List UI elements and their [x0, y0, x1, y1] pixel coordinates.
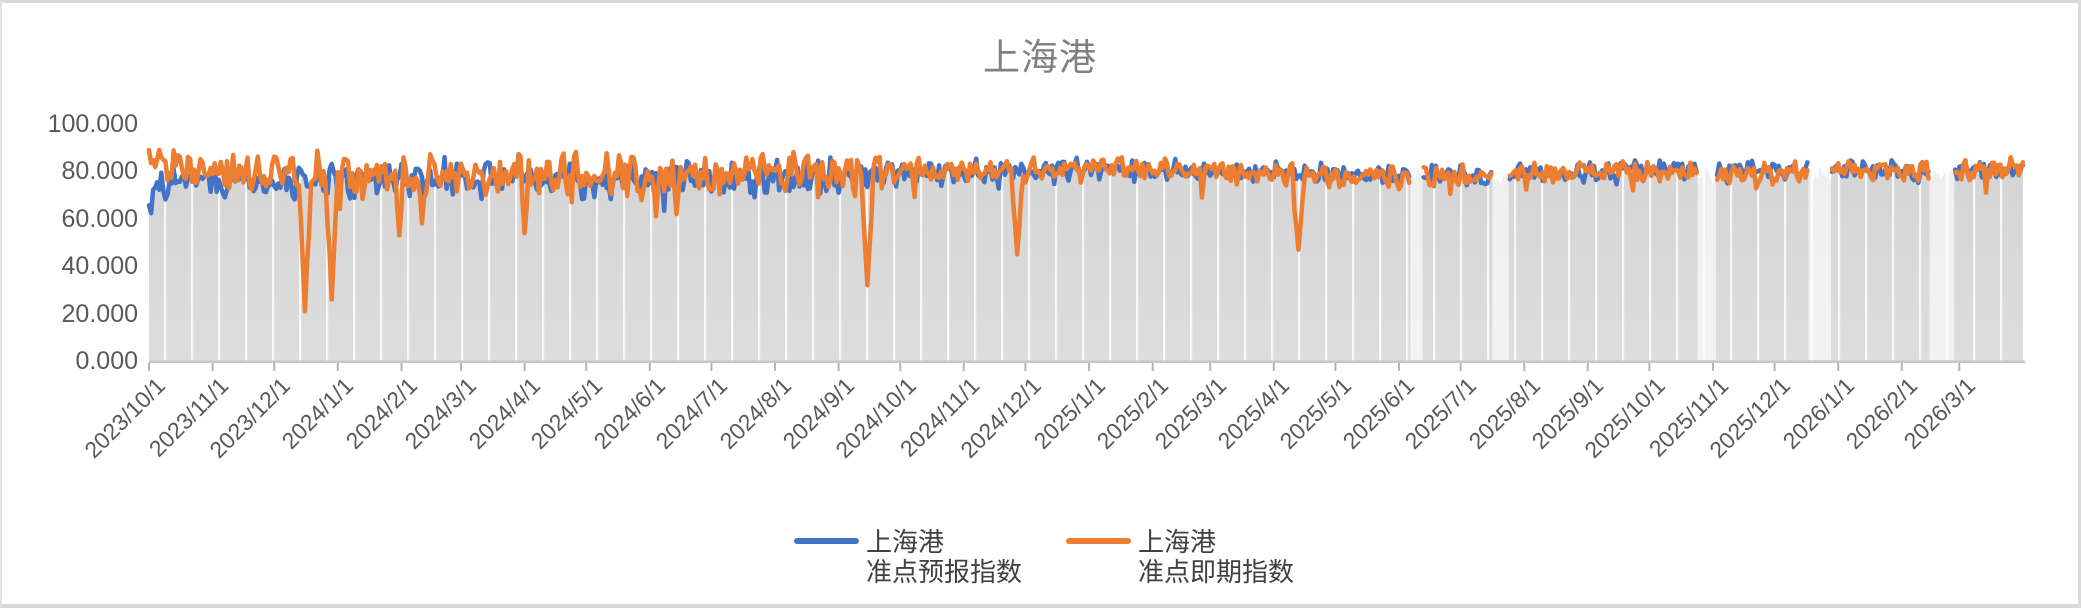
area-gridline-stripes [149, 161, 2023, 361]
no-data-gap-band [1929, 109, 1955, 360]
y-axis-tick-label: 20.000 [61, 299, 138, 328]
no-data-gap-band [1492, 109, 1509, 360]
series-line-spot [1829, 158, 1931, 183]
no-data-gap-band [1808, 109, 1831, 360]
y-axis-tick-label: 60.000 [61, 204, 138, 233]
series-line-spot [1714, 159, 1810, 191]
series-line-forecast [1714, 158, 1810, 186]
legend-label-line2: 准点即期指数 [1138, 557, 1295, 587]
no-data-gap-band [1410, 109, 1423, 360]
no-data-gap-band [1697, 109, 1716, 360]
y-axis-tick-label: 0.000 [75, 347, 138, 375]
area-fill [149, 161, 2023, 361]
series-line-spot [1952, 154, 2026, 196]
series-line-forecast [146, 154, 1412, 216]
legend-item-spot-index: 上海港 准点即期指数 [1066, 527, 1294, 587]
series-line-spot [1507, 159, 1699, 193]
series-line-forecast [1952, 160, 2026, 182]
y-axis-tick-label: 40.000 [61, 252, 138, 281]
series-line-forecast [1507, 158, 1699, 187]
legend-label-line1: 上海港 [1138, 527, 1217, 557]
legend-item-forecast-index: 上海港 准点预报指数 [794, 527, 1022, 587]
series-line-forecast [1829, 158, 1931, 186]
y-axis-tick-label: 100.000 [47, 110, 138, 138]
series-line-spot [1421, 162, 1494, 197]
chart-title: 上海港 [983, 37, 1097, 78]
legend-label-line2: 准点预报指数 [866, 557, 1023, 587]
legend: 上海港 准点预报指数 上海港 准点即期指数 [2, 3, 2078, 604]
series-line-spot [146, 147, 1412, 314]
legend-line-swatch-spot [1066, 538, 1131, 544]
legend-label-line1: 上海港 [866, 527, 945, 557]
legend-line-swatch-forecast [794, 538, 859, 544]
y-axis-tick-label: 80.000 [61, 157, 138, 186]
plot-area [146, 109, 2026, 371]
series-line-forecast [1421, 162, 1494, 188]
